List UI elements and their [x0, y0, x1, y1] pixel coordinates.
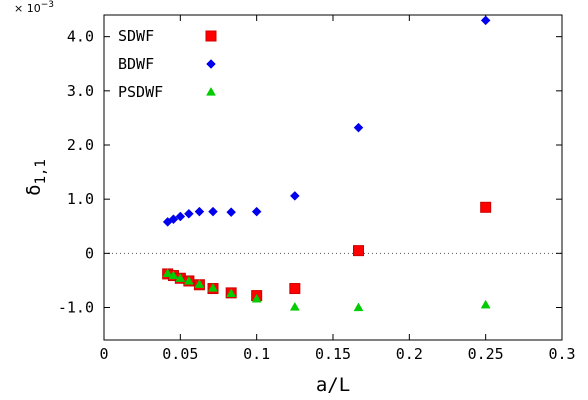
bdwf-point: [168, 214, 179, 225]
y-tick-label: -1.0: [58, 299, 94, 317]
y-tick-label: 4.0: [67, 28, 94, 46]
series-psdwf: [162, 268, 491, 312]
psdwf-point: [168, 270, 179, 280]
y-scale-note-exponent: −3: [41, 0, 54, 10]
bdwf-point: [226, 207, 237, 218]
sdwf-point: [480, 201, 492, 213]
psdwf-point: [162, 268, 173, 277]
plot-frame: [103, 14, 563, 341]
y-tick-label: 1.0: [67, 190, 94, 208]
x-tick-label: 0.15: [315, 345, 351, 363]
legend-label-sdwf: SDWF: [118, 27, 154, 45]
bdwf-point: [251, 206, 262, 217]
y-tick-label: 0: [85, 244, 94, 262]
psdwf-point: [226, 288, 237, 298]
bdwf-point: [194, 206, 205, 217]
y-axis-label-main: δ: [23, 184, 45, 195]
x-tick-label: 0.3: [548, 345, 575, 363]
y-tick-label: 2.0: [67, 136, 94, 154]
series-bdwf: [162, 15, 491, 227]
x-tick-label: 0: [99, 345, 108, 363]
psdwf-point: [208, 282, 218, 292]
sdwf-point: [289, 283, 301, 295]
x-axis-label: a/L: [316, 374, 350, 396]
legend-marker-bdwf: [206, 59, 216, 69]
legend: SDWF BDWF PSDWF: [118, 27, 217, 101]
x-tick-label: 0.05: [162, 345, 198, 363]
legend-label-psdwf: PSDWF: [118, 83, 163, 101]
y-axis-label: δ1,1: [23, 159, 49, 196]
psdwf-point: [480, 299, 491, 309]
legend-label-bdwf: BDWF: [118, 55, 154, 73]
psdwf-point: [194, 279, 205, 288]
y-scale-note-base: × 10: [14, 2, 41, 15]
bdwf-point: [353, 122, 364, 133]
bdwf-point: [184, 208, 194, 219]
y-axis-label-subscript: 1,1: [33, 159, 49, 184]
y-tick-label: 3.0: [67, 82, 94, 100]
sdwf-point: [352, 245, 364, 257]
bdwf-point: [175, 211, 186, 222]
psdwf-point: [183, 275, 194, 285]
bdwf-point: [289, 191, 300, 201]
legend-marker-psdwf: [206, 86, 216, 96]
psdwf-point: [289, 301, 300, 311]
psdwf-point: [175, 273, 186, 282]
y-scale-note: × 10−3: [14, 0, 54, 15]
x-tick-label: 0.2: [396, 345, 423, 363]
bdwf-point: [208, 206, 218, 217]
legend-marker-sdwf: [205, 30, 217, 42]
bdwf-point: [480, 15, 491, 26]
x-tick-label: 0.1: [243, 345, 270, 363]
psdwf-point: [251, 293, 262, 303]
x-tick-label: 0.25: [468, 345, 504, 363]
psdwf-point: [353, 302, 364, 312]
